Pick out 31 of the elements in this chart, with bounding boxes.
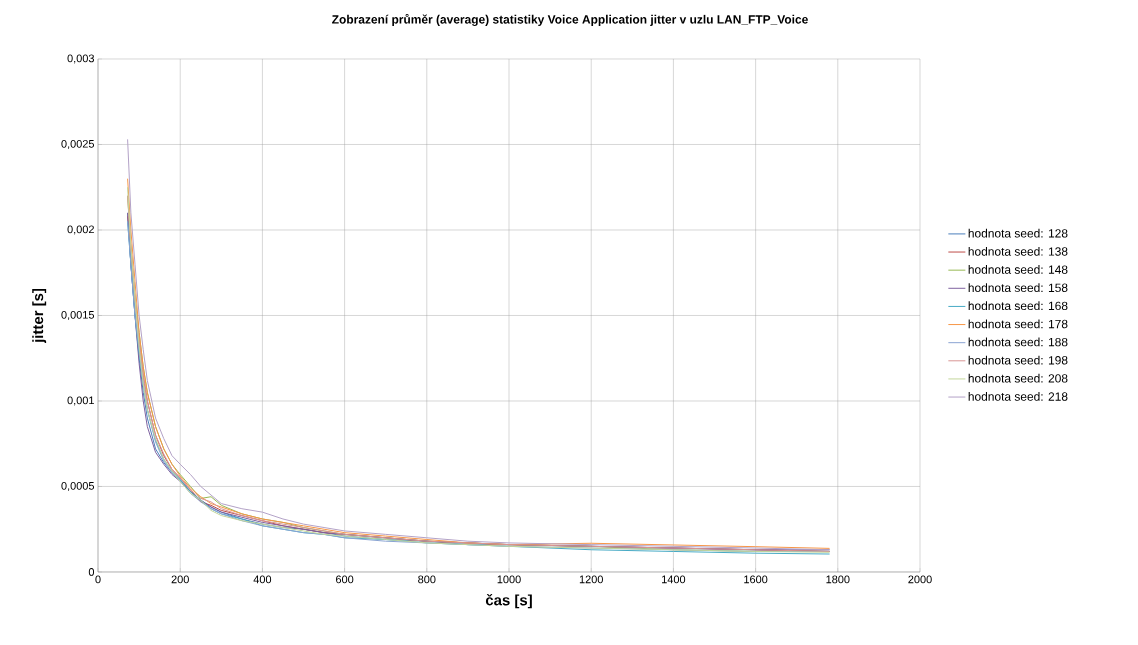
y-tick-label: 0 [88, 568, 95, 576]
y-tick-label: 0,0005 [61, 481, 95, 492]
x-tick-label: 0 [95, 575, 101, 584]
x-tick-label: 1800 [826, 575, 850, 584]
y-tick-label: 0,001 [67, 396, 94, 406]
chart-title: Zobrazení průměr (average) statistiky Voice Application jitter v uzlu LAN_FTP_Voice [332, 13, 808, 27]
legend-label: hodnota seed: 138 [968, 246, 1068, 256]
legend-label: hodnota seed: 168 [968, 301, 1068, 311]
y-tick-label: 0,0015 [61, 310, 95, 321]
legend-label: hodnota seed: 158 [968, 283, 1068, 292]
y-tick-label: 0,0025 [61, 139, 95, 150]
x-tick-label: 2000 [908, 575, 932, 584]
legend-label: hodnota seed: 188 [968, 337, 1068, 347]
x-tick-label: 200 [171, 575, 189, 584]
y-tick-label: 0,003 [67, 54, 94, 64]
legend-label: hodnota seed: 218 [968, 391, 1068, 401]
x-tick-label: 1000 [497, 575, 521, 584]
y-axis-title: jitter [s] [32, 288, 47, 344]
x-tick-label: 1400 [662, 575, 686, 584]
x-axis-title: čas [s] [485, 594, 532, 609]
x-tick-label: 400 [253, 575, 272, 584]
x-tick-label: 1200 [579, 575, 603, 584]
legend-label: hodnota seed: 128 [968, 228, 1068, 238]
legend-label: hodnota seed: 208 [968, 373, 1068, 383]
x-tick-label: 800 [418, 575, 436, 584]
x-tick-label: 600 [336, 575, 354, 584]
x-tick-label: 1600 [744, 575, 768, 584]
legend-label: hodnota seed: 178 [968, 319, 1068, 329]
legend-label: hodnota seed: 148 [968, 265, 1068, 274]
y-tick-label: 0,002 [67, 225, 94, 235]
legend-label: hodnota seed: 198 [968, 355, 1068, 365]
